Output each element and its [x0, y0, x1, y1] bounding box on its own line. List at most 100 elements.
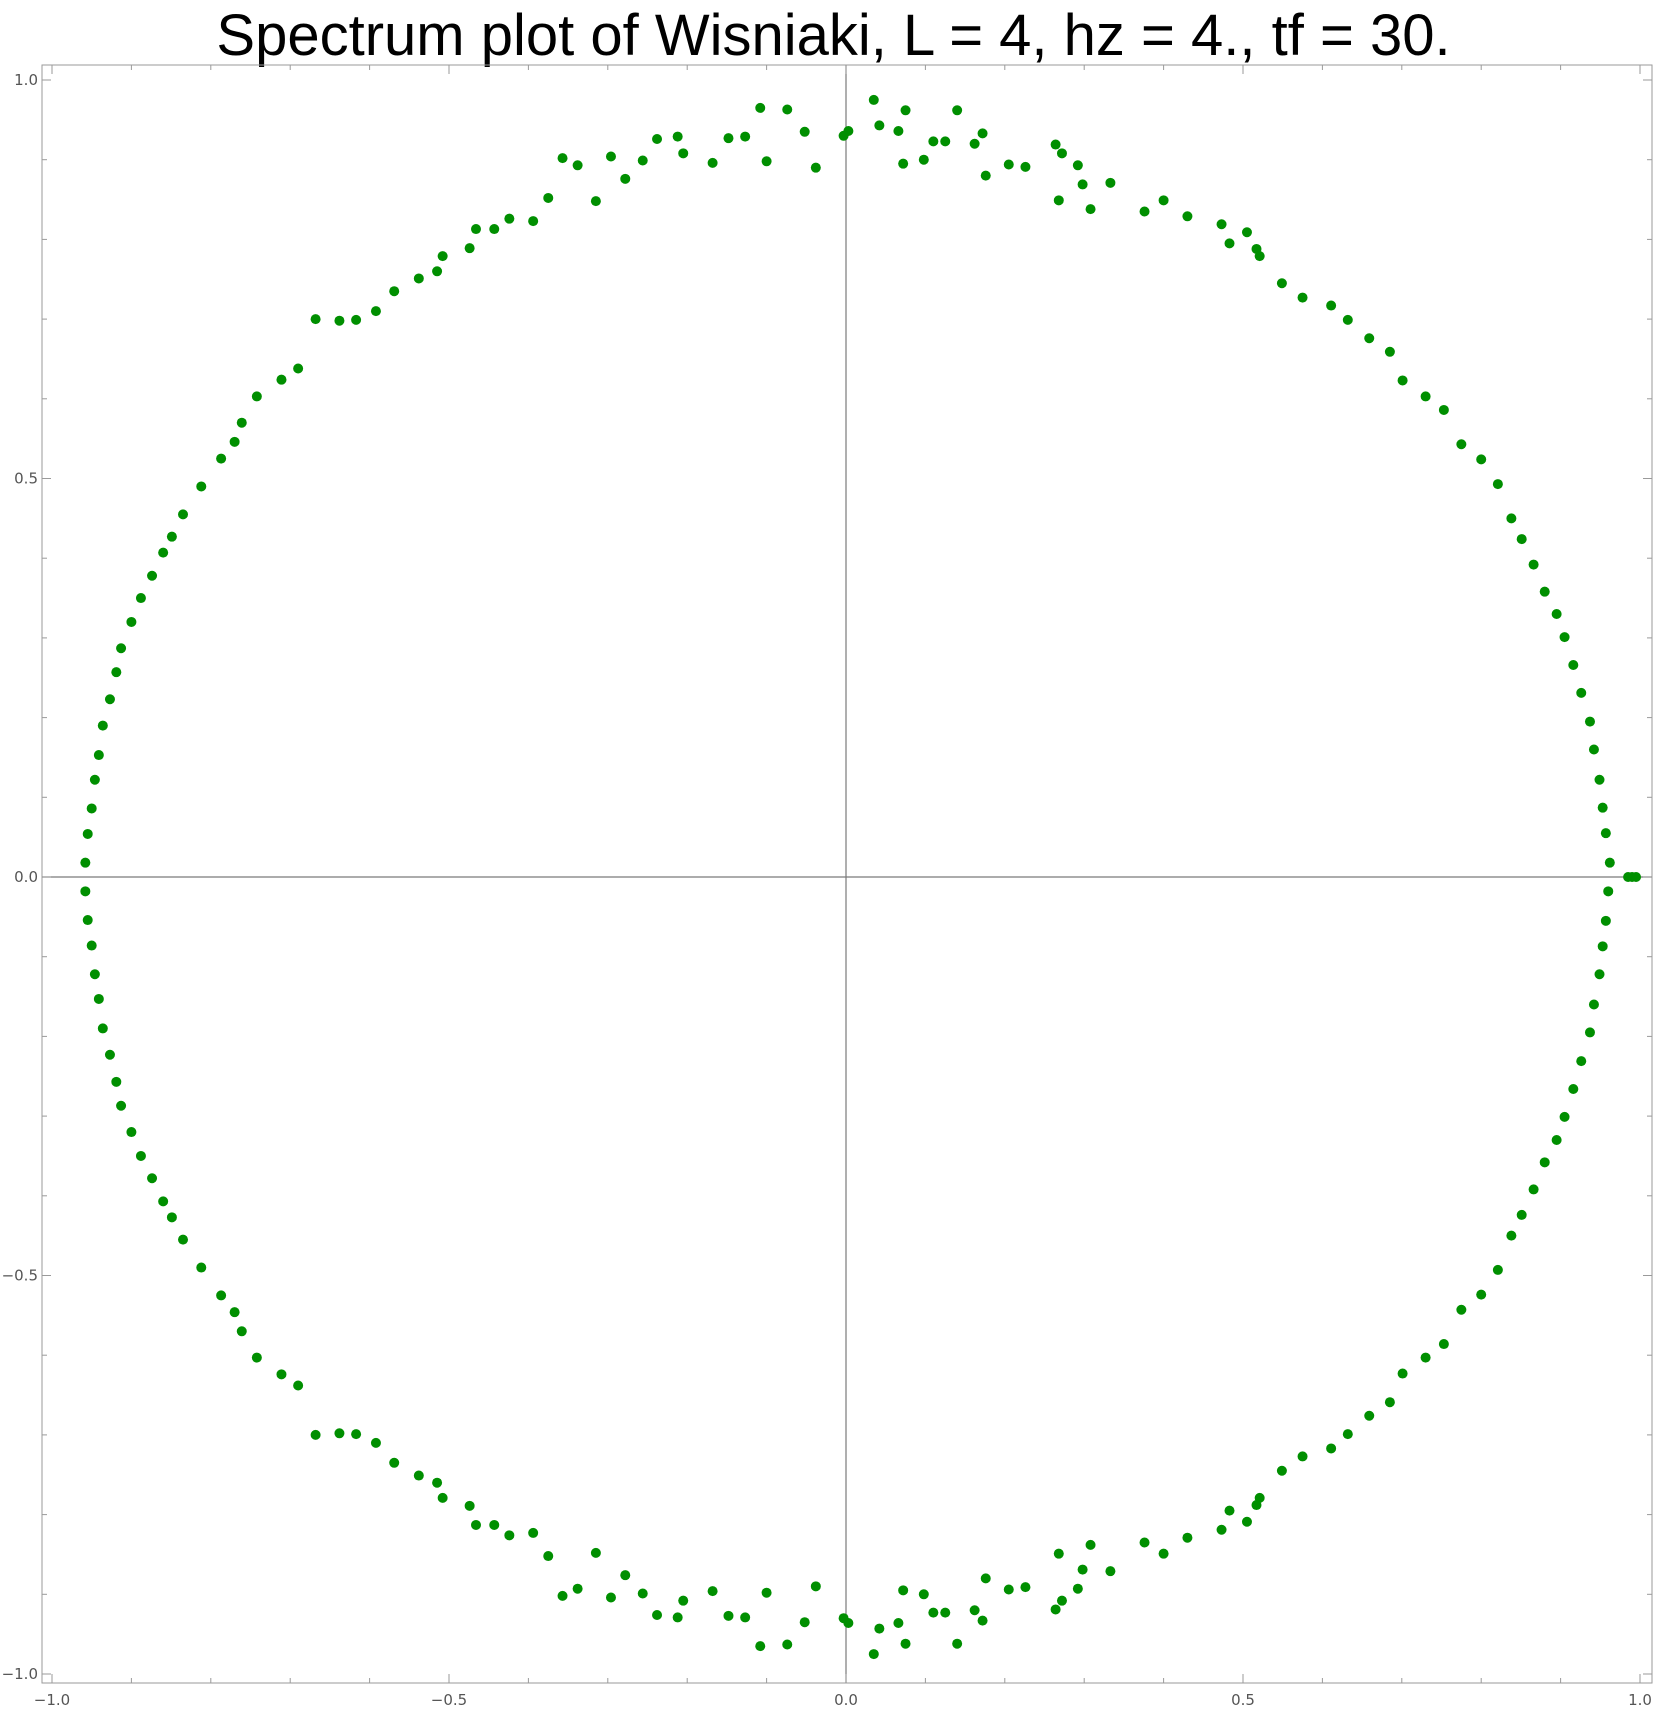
data-point — [251, 391, 262, 402]
data-point — [1456, 439, 1467, 450]
data-point — [755, 102, 766, 113]
data-point — [1420, 1352, 1431, 1363]
data-point — [1600, 915, 1611, 926]
data-point — [389, 286, 400, 297]
data-point — [1251, 1500, 1262, 1511]
data-point — [528, 216, 539, 227]
data-point — [1085, 204, 1096, 215]
data-point — [1297, 292, 1308, 303]
data-point — [116, 643, 127, 654]
data-point — [620, 173, 631, 184]
data-point — [672, 131, 683, 142]
data-point — [1085, 1539, 1096, 1550]
data-point — [158, 547, 169, 558]
data-point — [1020, 1582, 1031, 1593]
data-point — [1438, 1339, 1449, 1350]
data-point — [293, 1380, 304, 1391]
data-point — [898, 158, 909, 169]
data-point — [1105, 1566, 1116, 1577]
data-point — [111, 1076, 122, 1087]
x-tick-label: 1.0 — [1628, 1691, 1652, 1709]
data-point — [196, 481, 207, 492]
data-point — [1604, 857, 1615, 868]
data-point — [276, 374, 287, 385]
data-point — [1072, 160, 1083, 171]
data-point — [707, 1586, 718, 1597]
data-point — [1364, 1410, 1375, 1421]
data-point — [893, 126, 904, 137]
data-point — [1139, 206, 1150, 217]
y-tick-label: 0.5 — [14, 470, 38, 488]
data-point — [135, 1150, 146, 1161]
data-point — [135, 593, 146, 604]
data-point — [147, 570, 158, 581]
data-point — [799, 126, 810, 137]
data-point — [652, 133, 663, 144]
data-point — [740, 131, 751, 142]
data-point — [1631, 872, 1642, 882]
data-point — [1476, 454, 1487, 465]
data-point — [293, 363, 304, 374]
data-point — [216, 1290, 227, 1301]
data-point — [723, 1610, 734, 1621]
data-point — [1594, 969, 1605, 980]
data-point — [755, 1641, 766, 1652]
data-point — [1384, 346, 1395, 357]
data-point — [1597, 802, 1608, 813]
data-point — [432, 1477, 443, 1488]
data-point — [178, 509, 189, 520]
data-point — [707, 157, 718, 168]
data-point — [782, 1639, 793, 1650]
data-point — [1420, 391, 1431, 402]
data-point — [216, 453, 227, 464]
data-point — [126, 616, 137, 627]
data-point — [1397, 375, 1408, 386]
data-point — [761, 1587, 772, 1598]
data-point — [310, 314, 321, 325]
data-point — [504, 1530, 515, 1541]
data-point — [590, 196, 601, 207]
data-point — [900, 105, 911, 116]
data-point — [1492, 479, 1503, 490]
data-point — [1342, 1429, 1353, 1440]
data-point — [196, 1262, 207, 1273]
data-point — [1276, 278, 1287, 289]
data-point — [1584, 716, 1595, 727]
data-point — [893, 1617, 904, 1628]
data-point — [276, 1369, 287, 1380]
data-point — [97, 1023, 108, 1034]
data-point — [86, 940, 97, 951]
data-point — [1576, 1056, 1587, 1067]
data-point — [1516, 534, 1527, 545]
data-point — [918, 154, 929, 165]
data-point — [310, 1429, 321, 1440]
data-point — [1050, 139, 1061, 150]
data-point — [557, 153, 568, 164]
data-point — [111, 667, 122, 678]
y-tick-label: −1.0 — [2, 1665, 38, 1683]
data-point — [528, 1527, 539, 1538]
data-point — [810, 1581, 821, 1592]
data-point — [1158, 195, 1169, 206]
data-point — [1003, 159, 1014, 170]
data-point — [413, 273, 424, 284]
origin-axes — [42, 65, 1652, 1683]
data-point — [1539, 586, 1550, 597]
data-point — [464, 1500, 475, 1511]
data-point — [977, 1615, 988, 1626]
data-point — [1003, 1584, 1014, 1595]
data-point — [782, 104, 793, 115]
data-point — [1506, 1230, 1517, 1241]
data-point — [1241, 1516, 1252, 1527]
data-point — [236, 1326, 247, 1337]
data-point — [432, 266, 443, 277]
data-point — [178, 1234, 189, 1245]
data-point — [1516, 1209, 1527, 1220]
data-point — [740, 1612, 751, 1623]
data-point — [80, 857, 91, 868]
data-point — [605, 151, 616, 162]
axis-ticks — [42, 65, 1652, 1683]
data-point — [1077, 1564, 1088, 1575]
data-point — [334, 1428, 345, 1439]
